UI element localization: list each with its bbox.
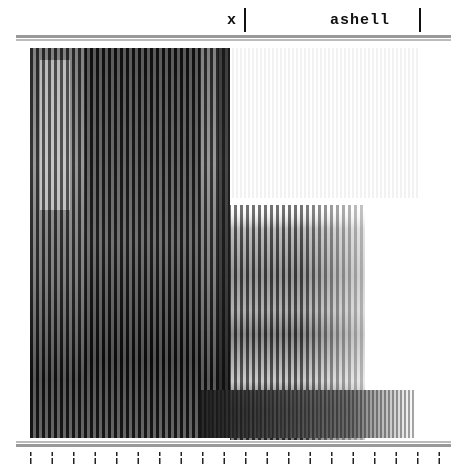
divider (16, 441, 451, 443)
divider (16, 39, 451, 41)
label-tier: x ashell (227, 8, 421, 32)
divider (16, 35, 451, 38)
time-ruler (30, 452, 451, 464)
spectrogram (30, 48, 420, 440)
divider (16, 444, 451, 447)
segment-label: ashell (330, 12, 390, 29)
segment-label: x (227, 12, 237, 29)
